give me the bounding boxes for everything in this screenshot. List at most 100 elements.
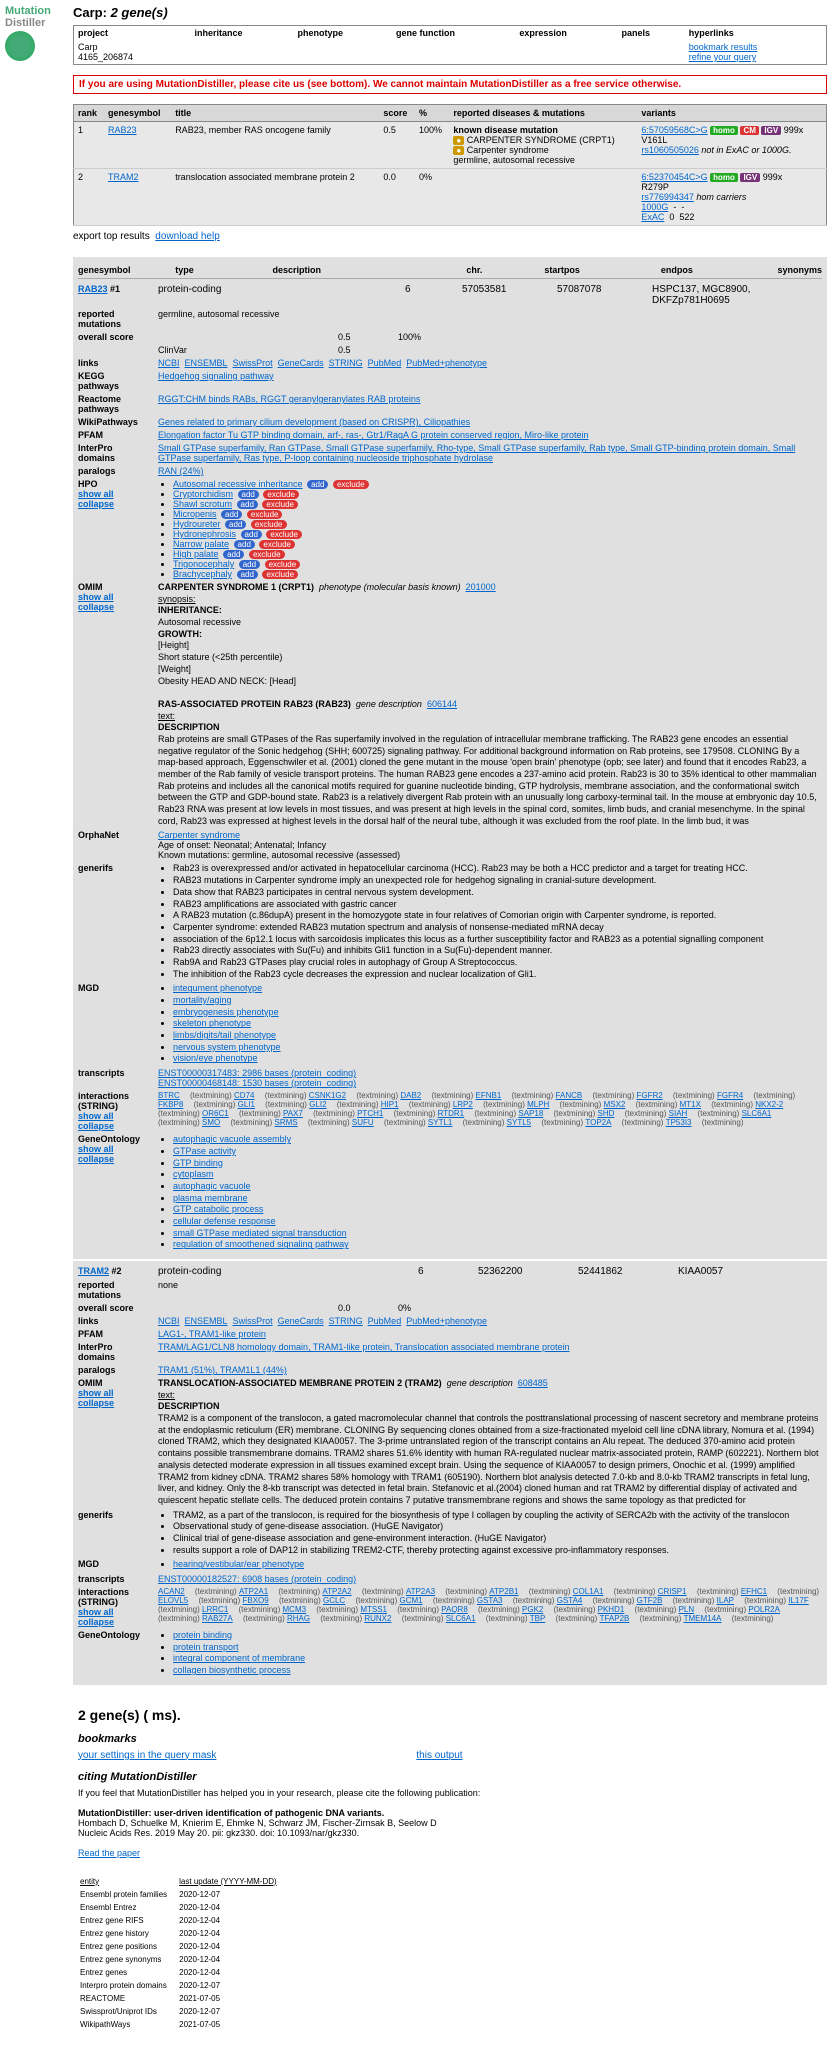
omim-show-all[interactable]: show all: [78, 592, 114, 602]
interaction-link[interactable]: SLC6A1: [742, 1109, 772, 1118]
interaction-link[interactable]: DAB2: [400, 1091, 421, 1100]
pfam-link[interactable]: Elongation factor Tu GTP binding domain,…: [158, 430, 589, 440]
wikipathways-link[interactable]: Genes related to primary cilium developm…: [158, 417, 470, 427]
interaction-link[interactable]: SIAH: [669, 1109, 688, 1118]
interpro-link[interactable]: Small GTPase superfamily, Ran GTPase, Sm…: [158, 443, 795, 463]
hpo-term[interactable]: High palate: [173, 549, 219, 559]
interaction-link[interactable]: TMEM14A: [684, 1614, 722, 1623]
ext-link[interactable]: STRING: [329, 358, 363, 368]
interaction-link[interactable]: GLI2: [309, 1100, 326, 1109]
list-link[interactable]: GTP binding: [173, 1158, 223, 1168]
rs-link[interactable]: rs776994347: [641, 192, 694, 202]
kegg-link[interactable]: Hedgehog signaling pathway: [158, 371, 274, 381]
list-link[interactable]: skeleton phenotype: [173, 1018, 251, 1028]
interaction-link[interactable]: MT1X: [680, 1100, 701, 1109]
hpo-collapse[interactable]: collapse: [78, 499, 114, 509]
list-link[interactable]: protein binding: [173, 1630, 232, 1640]
ext-link[interactable]: NCBI: [158, 358, 180, 368]
interaction-link[interactable]: TFAP2B: [600, 1614, 630, 1623]
interaction-link[interactable]: RTDR1: [438, 1109, 465, 1118]
interaction-link[interactable]: GCM1: [399, 1596, 422, 1605]
transcript-link[interactable]: ENST00000182527: 6908 bases (protein_cod…: [158, 1574, 356, 1584]
read-paper-link[interactable]: Read the paper: [78, 1848, 140, 1858]
ext-link[interactable]: SwissProt: [233, 358, 273, 368]
interaction-link[interactable]: CD74: [234, 1091, 254, 1100]
ext-link[interactable]: NCBI: [158, 1316, 180, 1326]
ext-link[interactable]: SwissProt: [233, 1316, 273, 1326]
ext-link[interactable]: PubMed: [368, 358, 402, 368]
interaction-link[interactable]: COL1A1: [573, 1587, 604, 1596]
gene-link[interactable]: TRAM2: [108, 172, 139, 182]
interaction-link[interactable]: CSNK1G2: [309, 1091, 346, 1100]
interaction-link[interactable]: ATP2A3: [406, 1587, 435, 1596]
int-collapse[interactable]: collapse: [78, 1617, 114, 1627]
interaction-link[interactable]: PKHD1: [598, 1605, 625, 1614]
ext-link[interactable]: PubMed+phenotype: [406, 1316, 487, 1326]
ext-link[interactable]: STRING: [329, 1316, 363, 1326]
interaction-link[interactable]: TP53I3: [666, 1118, 692, 1127]
interaction-link[interactable]: RHAG: [287, 1614, 310, 1623]
interaction-link[interactable]: ELOVL5: [158, 1596, 188, 1605]
omim-show-all[interactable]: show all: [78, 1388, 114, 1398]
interaction-link[interactable]: RAB27A: [202, 1614, 233, 1623]
interaction-link[interactable]: GLI1: [238, 1100, 255, 1109]
list-link[interactable]: integral component of membrane: [173, 1653, 305, 1663]
interaction-link[interactable]: MCM3: [283, 1605, 307, 1614]
interaction-link[interactable]: PGK2: [522, 1605, 543, 1614]
gene1-symbol[interactable]: RAB23: [78, 284, 108, 294]
interaction-link[interactable]: CRISP1: [658, 1587, 687, 1596]
bookmark-query-link[interactable]: your settings in the query mask: [78, 1750, 216, 1761]
interaction-link[interactable]: IL17F: [788, 1596, 808, 1605]
interaction-link[interactable]: HIP1: [381, 1100, 399, 1109]
paralog-link[interactable]: TRAM1 (51%), TRAM1L1 (44%): [158, 1365, 287, 1375]
bookmark-link[interactable]: bookmark results: [689, 42, 758, 52]
hpo-term[interactable]: Hydronephrosis: [173, 529, 236, 539]
interaction-link[interactable]: LRP2: [453, 1100, 473, 1109]
interaction-link[interactable]: POLR2A: [748, 1605, 780, 1614]
hpo-term[interactable]: Trigonocephaly: [173, 559, 234, 569]
int-show-all[interactable]: show all: [78, 1111, 114, 1121]
interaction-link[interactable]: ATP2A2: [322, 1587, 351, 1596]
omim-collapse[interactable]: collapse: [78, 602, 114, 612]
interaction-link[interactable]: SYTL1: [428, 1118, 452, 1127]
list-link[interactable]: vision/eye phenotype: [173, 1053, 258, 1063]
go-show-all[interactable]: show all: [78, 1144, 114, 1154]
omim-id-link[interactable]: 201000: [466, 582, 496, 592]
list-link[interactable]: regulation of smoothened signaling pathw…: [173, 1239, 349, 1249]
interaction-link[interactable]: ATP2B1: [489, 1587, 518, 1596]
interaction-link[interactable]: EFHC1: [741, 1587, 767, 1596]
interaction-link[interactable]: BTRC: [158, 1091, 180, 1100]
interaction-link[interactable]: ILAP: [717, 1596, 734, 1605]
list-link[interactable]: cytoplasm: [173, 1169, 214, 1179]
interaction-link[interactable]: FKBP8: [158, 1100, 183, 1109]
interaction-link[interactable]: PAQR8: [441, 1605, 468, 1614]
list-link[interactable]: autophagic vacuole assembly: [173, 1134, 291, 1144]
interaction-link[interactable]: SAP18: [518, 1109, 543, 1118]
paralog-link[interactable]: RAN (24%): [158, 466, 204, 476]
list-link[interactable]: autophagic vacuole: [173, 1181, 251, 1191]
list-link[interactable]: GTP catabolic process: [173, 1204, 263, 1214]
interaction-link[interactable]: GTF2B: [637, 1596, 663, 1605]
interaction-link[interactable]: SLC6A1: [446, 1614, 476, 1623]
interaction-link[interactable]: FGFR4: [717, 1091, 743, 1100]
download-help-link[interactable]: download help: [155, 231, 220, 242]
interaction-link[interactable]: NKX2-2: [755, 1100, 783, 1109]
interaction-link[interactable]: SHD: [598, 1109, 615, 1118]
interaction-link[interactable]: ATP2A1: [239, 1587, 268, 1596]
interaction-link[interactable]: SMO: [202, 1118, 220, 1127]
int-collapse[interactable]: collapse: [78, 1121, 114, 1131]
list-link[interactable]: cellular defense response: [173, 1216, 276, 1226]
int-show-all[interactable]: show all: [78, 1607, 114, 1617]
interaction-link[interactable]: PTCH1: [357, 1109, 383, 1118]
hpo-term[interactable]: Narrow palate: [173, 539, 229, 549]
orphanet-link[interactable]: Carpenter syndrome: [158, 830, 240, 840]
interaction-link[interactable]: SUFU: [352, 1118, 374, 1127]
list-link[interactable]: limbs/digits/tail phenotype: [173, 1030, 276, 1040]
omim-gene-id-link[interactable]: 606144: [427, 699, 457, 709]
hpo-term[interactable]: Shawl scrotum: [173, 499, 232, 509]
ext-link[interactable]: PubMed: [368, 1316, 402, 1326]
interaction-link[interactable]: RUNX2: [364, 1614, 391, 1623]
interaction-link[interactable]: FANCB: [556, 1091, 583, 1100]
list-link[interactable]: plasma membrane: [173, 1193, 248, 1203]
gene2-symbol[interactable]: TRAM2: [78, 1266, 109, 1276]
